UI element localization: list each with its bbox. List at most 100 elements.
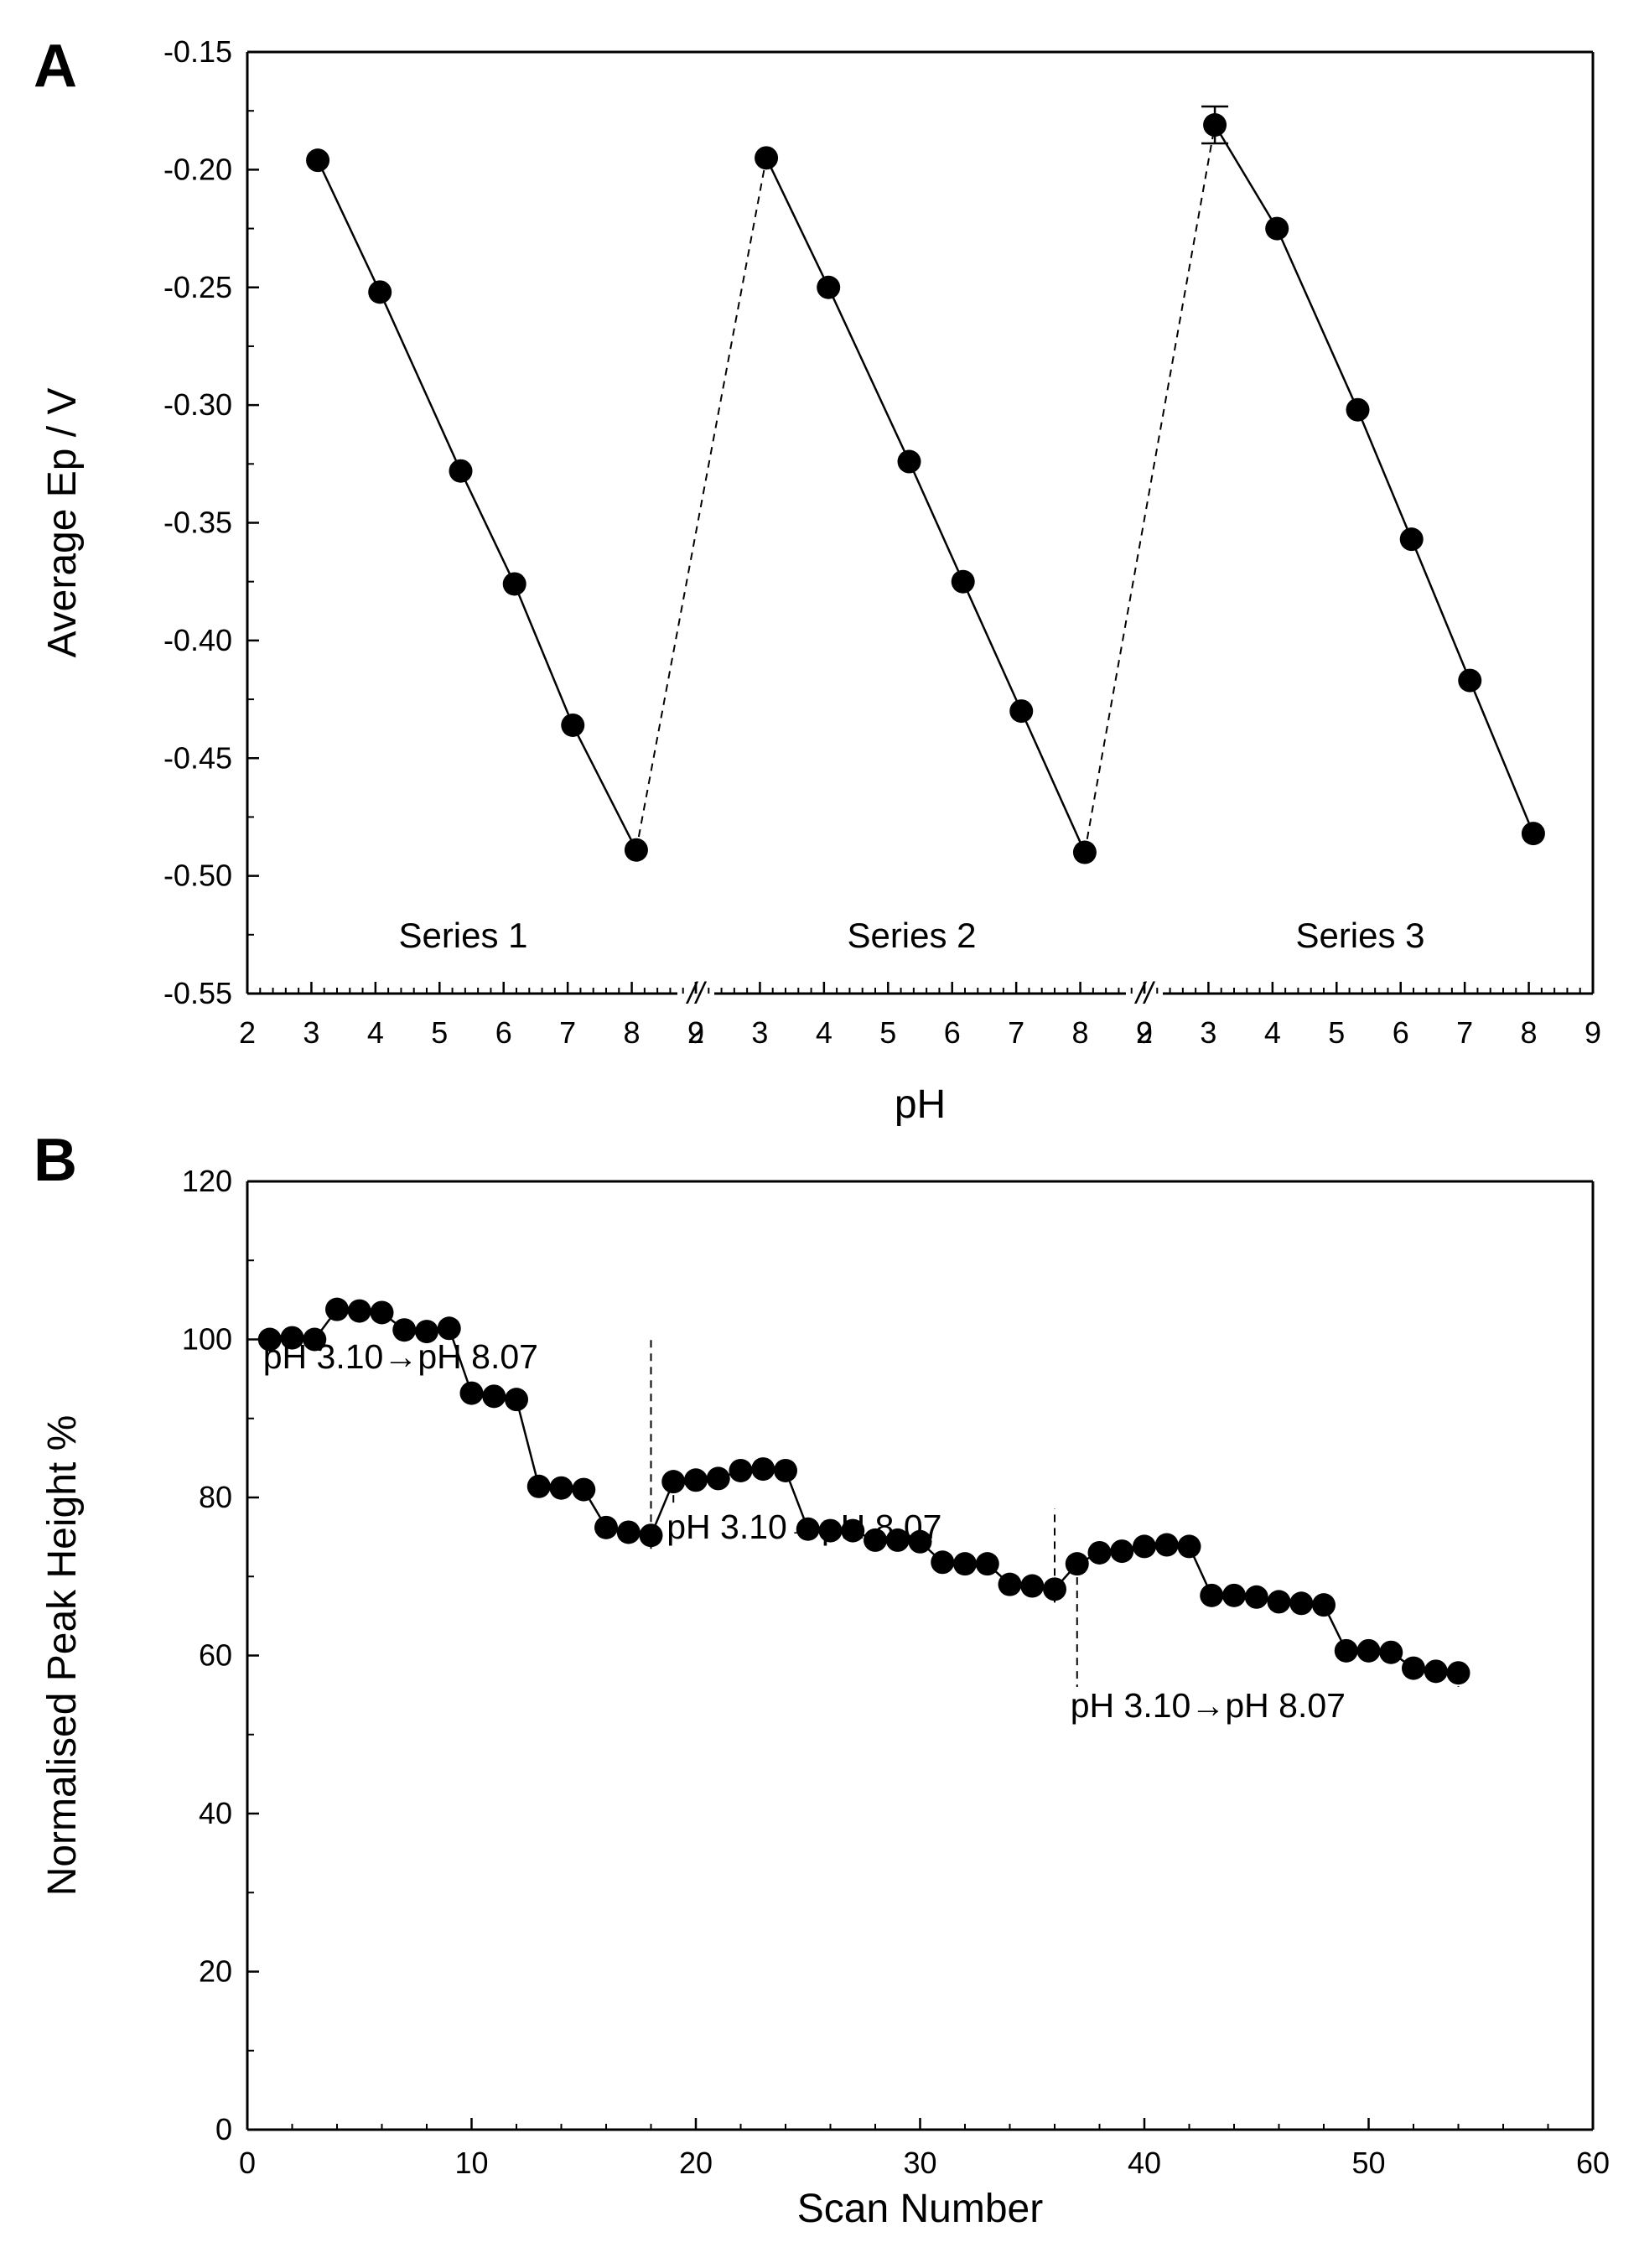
panel-a-x-tick-label: 7	[559, 1015, 576, 1050]
panel-a-y-tick-label: -0.55	[163, 976, 232, 1010]
panel-a-x-tick-label: 5	[879, 1015, 896, 1050]
panel-b-data-point	[818, 1518, 843, 1543]
panel-b-data-point	[572, 1477, 596, 1502]
panel-b-data-point	[1402, 1656, 1425, 1680]
panel-a: A //// -0.15-0.20-0.25-0.30-0.35-0.40-0.…	[34, 33, 1601, 1127]
panel-a-x-tick-label: 5	[1328, 1015, 1345, 1050]
panel-b-y-tick-label: 120	[182, 1164, 232, 1198]
panel-b-x-tick-label: 0	[239, 2146, 256, 2180]
panel-b-data-point	[931, 1550, 955, 1575]
panel-b-letter: B	[34, 1127, 77, 1194]
panel-a-x-tick-label: 8	[1521, 1015, 1538, 1050]
panel-a-x-tick-label: 9	[1585, 1015, 1601, 1050]
panel-a-data-point	[306, 148, 330, 173]
panel-b-y-axis-title: Normalised Peak Height %	[40, 1415, 85, 1897]
panel-b-data-point	[864, 1528, 887, 1552]
panel-a-x-tick-label: 2	[687, 1015, 704, 1050]
panel-b-data-point	[392, 1318, 417, 1342]
panel-b-y-tick-label: 20	[199, 1954, 232, 1989]
panel-b-annotation-label: pH 3.10→pH 8.07	[1071, 1686, 1346, 1725]
panel-a-data-point	[502, 572, 526, 596]
panel-b-data-point	[616, 1520, 641, 1544]
panel-a-y-tick-label: -0.35	[163, 506, 232, 540]
panel-a-series-label: Series 1	[398, 916, 527, 955]
panel-a-y-axis-title: Average Ep / V	[40, 388, 85, 658]
panel-b-x-tick-label: 20	[679, 2146, 713, 2180]
panel-b-data-point	[841, 1518, 865, 1543]
panel-b-data-point	[303, 1327, 327, 1352]
panel-b-data-point	[1200, 1583, 1224, 1607]
panel-a-x-tick-label: 4	[367, 1015, 384, 1050]
panel-b-data-point	[1379, 1640, 1403, 1664]
panel-b-data-point	[1424, 1659, 1448, 1684]
panel-b-data-point	[482, 1384, 506, 1409]
panel-a-x-tick-label: 8	[1072, 1015, 1089, 1050]
panel-b-data-point	[639, 1523, 663, 1548]
panel-a-x-tick-label: 3	[1200, 1015, 1216, 1050]
panel-b-data-point	[706, 1466, 730, 1491]
panel-b-data-point	[1110, 1539, 1134, 1564]
panel-a-data-point	[368, 280, 392, 304]
panel-a-x-tick-label: 9	[687, 1015, 704, 1050]
panel-b-y-tick-label: 100	[182, 1322, 232, 1357]
panel-b-data-point	[1356, 1638, 1381, 1663]
panel-a-frame: ////	[246, 50, 1595, 1010]
panel-b-data-point	[280, 1326, 304, 1350]
panel-a-data-point	[1399, 527, 1424, 552]
panel-a-data-point	[1521, 822, 1545, 846]
panel-a-y-tick-label: -0.45	[163, 740, 232, 775]
panel-a-data-point	[449, 459, 473, 483]
panel-a-data-point	[755, 146, 779, 170]
panel-b-data-point	[953, 1552, 977, 1576]
panel-b-x-tick-label: 50	[1351, 2146, 1385, 2180]
panel-b-x-tick-label: 30	[903, 2146, 936, 2180]
panel-a-letter: A	[34, 33, 77, 100]
panel-b-data-point	[1043, 1577, 1066, 1601]
panel-b-y-tick-label: 80	[199, 1480, 232, 1514]
panel-b-data-point	[437, 1316, 461, 1341]
panel-b-data-point	[1087, 1540, 1112, 1565]
panel-a-x-tick-label: 3	[303, 1015, 319, 1050]
panel-b-data-point	[1065, 1552, 1089, 1576]
panel-b-data-point	[796, 1517, 820, 1541]
panel-a-x-tick-label: 6	[944, 1015, 961, 1050]
panel-b-data-point	[1289, 1591, 1314, 1616]
panel-b-x-tick-label: 40	[1128, 2146, 1161, 2180]
panel-b-x-tick-label: 60	[1576, 2146, 1610, 2180]
panel-b-data-point	[908, 1529, 932, 1554]
panel-b-data-point	[975, 1552, 999, 1576]
panel-b-data-point	[729, 1458, 753, 1482]
panel-b: B 0 20 40 60 80 100 120 0 10 20 30 40 50 60 pH 3.10→…	[34, 1127, 1610, 2231]
panel-b-data-point	[751, 1457, 775, 1482]
panel-a-x-tick-label: 7	[1008, 1015, 1024, 1050]
panel-a-x-tick-label: 2	[1136, 1015, 1153, 1050]
panel-b-data-point	[1334, 1638, 1358, 1663]
panel-a-y-ticks: -0.15 -0.20 -0.25 -0.30 -0.35 -0.40 -0.45 -0.50…	[163, 34, 259, 1010]
panel-b-data-point	[885, 1528, 910, 1552]
panel-b-x-tick-label: 10	[454, 2146, 488, 2180]
panel-b-data-point	[1222, 1583, 1246, 1607]
panel-b-y-ticks: 0 20 40 60 80 100 120	[182, 1164, 259, 2146]
panel-a-data-point	[1009, 699, 1034, 724]
panel-a-y-tick-label: -0.20	[163, 152, 232, 186]
panel-b-data-point	[684, 1468, 708, 1492]
panel-b-data-point	[459, 1381, 484, 1405]
panel-a-data-point	[561, 713, 585, 737]
panel-a-data-point	[1072, 840, 1097, 864]
panel-a-x-tick-label: 9	[1136, 1015, 1153, 1050]
panel-a-series-line	[765, 157, 1087, 854]
panel-b-data-point	[1020, 1574, 1045, 1598]
panel-a-data-point	[817, 275, 841, 299]
panel-b-y-tick-label: 60	[199, 1638, 232, 1673]
panel-a-y-tick-label: -0.40	[163, 623, 232, 657]
panel-a-y-tick-label: -0.25	[163, 270, 232, 304]
panel-b-data-point	[1244, 1585, 1268, 1609]
panel-a-data-point	[897, 449, 921, 474]
panel-a-series-label: Series 3	[1295, 916, 1424, 955]
panel-b-data-point	[1133, 1534, 1156, 1559]
panel-b-data-point	[1154, 1533, 1179, 1557]
panel-b-y-tick-label: 40	[199, 1796, 232, 1830]
panel-b-data-point	[549, 1476, 573, 1500]
panel-a-series-connector	[635, 158, 768, 850]
